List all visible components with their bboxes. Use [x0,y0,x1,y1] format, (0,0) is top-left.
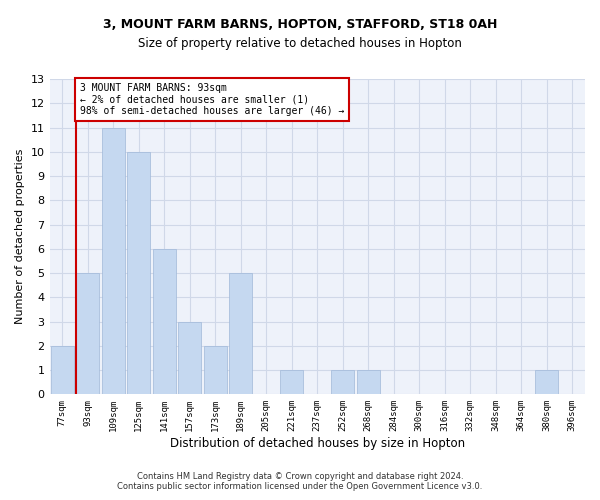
Bar [331,370,354,394]
Bar [76,273,99,394]
Text: 3 MOUNT FARM BARNS: 93sqm
← 2% of detached houses are smaller (1)
98% of semi-de: 3 MOUNT FARM BARNS: 93sqm ← 2% of detach… [80,82,344,116]
Bar [127,152,150,394]
Text: Contains public sector information licensed under the Open Government Licence v3: Contains public sector information licen… [118,482,482,491]
Y-axis label: Number of detached properties: Number of detached properties [15,149,25,324]
Bar [357,370,380,394]
Bar [204,346,227,395]
X-axis label: Distribution of detached houses by size in Hopton: Distribution of detached houses by size … [170,437,465,450]
Bar [280,370,303,394]
Bar [51,346,74,395]
Text: Contains HM Land Registry data © Crown copyright and database right 2024.: Contains HM Land Registry data © Crown c… [137,472,463,481]
Bar [178,322,201,394]
Bar [102,128,125,394]
Bar [229,273,252,394]
Bar [535,370,558,394]
Text: 3, MOUNT FARM BARNS, HOPTON, STAFFORD, ST18 0AH: 3, MOUNT FARM BARNS, HOPTON, STAFFORD, S… [103,18,497,30]
Bar [153,249,176,394]
Text: Size of property relative to detached houses in Hopton: Size of property relative to detached ho… [138,38,462,51]
